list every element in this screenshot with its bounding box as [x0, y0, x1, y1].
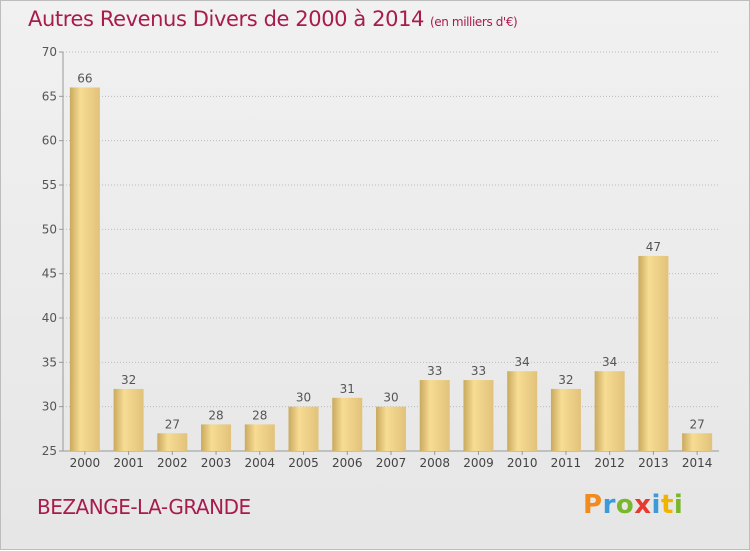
- y-tick-label: 40: [42, 311, 57, 325]
- data-label: 66: [77, 71, 92, 85]
- data-label: 32: [558, 373, 573, 387]
- y-tick-label: 65: [42, 89, 57, 103]
- data-label: 30: [383, 391, 398, 405]
- data-label: 34: [602, 355, 617, 369]
- bar: [157, 433, 188, 451]
- x-tick-label: 2008: [419, 456, 450, 470]
- data-label: 28: [252, 408, 267, 422]
- brand-letter: o: [615, 490, 635, 520]
- bar: [550, 388, 581, 451]
- x-tick-label: 2012: [594, 456, 625, 470]
- bar: [113, 388, 144, 451]
- y-tick-label: 50: [42, 222, 57, 236]
- x-tick-label: 2013: [638, 456, 669, 470]
- bar: [419, 380, 450, 451]
- x-tick-label: 2000: [70, 456, 101, 470]
- data-label: 33: [471, 364, 486, 378]
- bar: [244, 424, 275, 451]
- y-tick-labels: 25 30 35 40 45 50 55 60 65 70: [42, 45, 57, 458]
- data-label: 31: [340, 382, 355, 396]
- data-label: 27: [165, 417, 180, 431]
- y-tick-label: 70: [42, 45, 57, 59]
- bars: [69, 87, 713, 451]
- x-tick-labels: 2000 2001 2002 2003 2004 2005 2006 2007 2008 2009…: [70, 456, 713, 470]
- bar: [69, 87, 100, 451]
- x-tick-label: 2014: [682, 456, 713, 470]
- y-tick-label: 30: [42, 400, 57, 414]
- data-label: 34: [515, 355, 530, 369]
- x-tick-label: 2007: [376, 456, 407, 470]
- x-tick-label: 2005: [288, 456, 319, 470]
- x-tick-label: 2004: [245, 456, 276, 470]
- y-tick-label: 55: [42, 178, 57, 192]
- y-tick-label: 45: [42, 267, 57, 281]
- bar: [682, 433, 713, 451]
- brand-letter: i: [651, 490, 661, 520]
- x-tick-label: 2011: [551, 456, 582, 470]
- data-label: 30: [296, 391, 311, 405]
- bar: [288, 406, 319, 451]
- bar: [594, 371, 625, 451]
- brand-letter: t: [660, 490, 674, 520]
- x-tick-label: 2003: [201, 456, 232, 470]
- brand-letter: P: [583, 490, 603, 520]
- y-tick-label: 25: [42, 444, 57, 458]
- data-label: 28: [208, 408, 223, 422]
- data-label: 27: [689, 417, 704, 431]
- data-label: 32: [121, 373, 136, 387]
- grid-lines: [63, 51, 719, 408]
- bar: [376, 406, 406, 451]
- chart-title: Autres Revenus Divers de 2000 à 2014 (en …: [28, 7, 518, 31]
- x-tick-label: 2002: [157, 456, 188, 470]
- x-tick-label: 2010: [507, 456, 538, 470]
- x-tick-label: 2001: [113, 456, 144, 470]
- data-label: 47: [646, 240, 661, 254]
- bar: [332, 397, 363, 451]
- chart-subtitle: (en milliers d'€): [430, 15, 518, 29]
- bar: [201, 424, 232, 451]
- commune-name: BEZANGE-LA-GRANDE: [37, 495, 251, 519]
- brand-letter: i: [673, 490, 684, 520]
- x-tick-label: 2006: [332, 456, 363, 470]
- brand-letter: r: [602, 490, 616, 520]
- x-tick-label: 2009: [463, 456, 494, 470]
- y-tick-label: 60: [42, 134, 57, 148]
- chart-title-main: Autres Revenus Divers de 2000 à 2014: [28, 7, 425, 31]
- brand-letter: x: [634, 490, 652, 520]
- bar: [507, 371, 538, 451]
- bar: [463, 380, 494, 451]
- brand-logo: Proxiti: [583, 490, 683, 520]
- data-labels: 66 32 27 28 28 30 31 30 33 33 34 32 34 47 27: [77, 71, 705, 431]
- bar: [638, 255, 669, 451]
- y-tick-label: 35: [42, 355, 57, 369]
- data-label: 33: [427, 364, 442, 378]
